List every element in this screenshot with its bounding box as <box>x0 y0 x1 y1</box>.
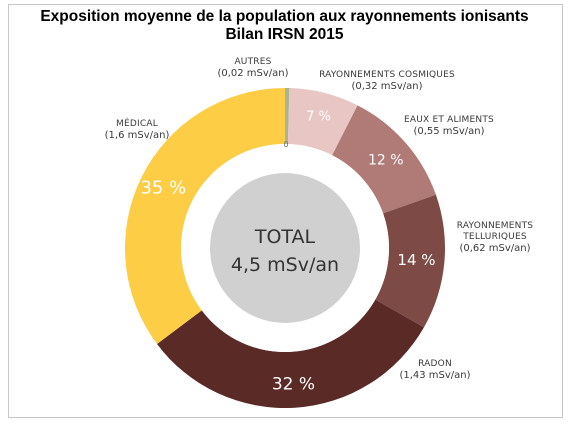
slice-value-label: (0,55 mSv/an) <box>413 126 484 137</box>
chart-subtitle: Bilan IRSN 2015 <box>225 26 344 43</box>
slice-name-label: RAYONNEMENTS COSMIQUES <box>319 70 455 80</box>
percent-label: 12 % <box>368 153 404 169</box>
donut-slices <box>125 87 445 409</box>
zero-tick-label: 0 <box>283 140 288 149</box>
chart-title: Exposition moyenne de la population aux … <box>40 8 529 25</box>
percent-label: 7 % <box>306 110 331 125</box>
slice-value-label: (0,32 mSv/an) <box>351 81 422 92</box>
center-total-value: 4,5 mSv/an <box>231 254 339 276</box>
slice-name-label: RADON <box>418 359 452 369</box>
slice-rayonnements-telluriques <box>375 194 445 328</box>
slice-eaux-et-aliments <box>332 105 436 214</box>
slice-value-label: (0,62 mSv/an) <box>459 243 530 254</box>
center-total-label: TOTAL <box>254 226 316 248</box>
slice-rayonnements-cosmiques <box>287 88 358 156</box>
percent-labels: 7 % 12 % 14 % 32 % 35 % <box>140 110 435 395</box>
slice-name-label: RAYONNEMENTS <box>457 221 533 231</box>
slice-name-label: EAUX ET ALIMENTS <box>404 115 494 125</box>
slice-m-dical <box>125 87 285 345</box>
percent-label: 35 % <box>140 177 186 198</box>
center-disc <box>210 173 360 323</box>
chart-frame <box>8 4 563 418</box>
slice-name-label: AUTRES <box>234 57 271 67</box>
slice-autres <box>285 88 290 145</box>
slice-labels: AUTRES(0,02 mSv/an) RAYONNEMENTS COSMIQUE… <box>105 57 533 381</box>
slice-name-label: MÉDICAL <box>116 117 158 129</box>
slice-radon <box>157 299 424 409</box>
percent-label: 14 % <box>397 251 435 269</box>
slice-value-label: (1,6 mSv/an) <box>105 130 170 141</box>
slice-name-label: TELLURIQUES <box>462 232 527 242</box>
slice-value-label: (0,02 mSv/an) <box>217 68 288 79</box>
percent-label: 32 % <box>272 375 315 395</box>
slice-value-label: (1,43 mSv/an) <box>399 370 470 381</box>
